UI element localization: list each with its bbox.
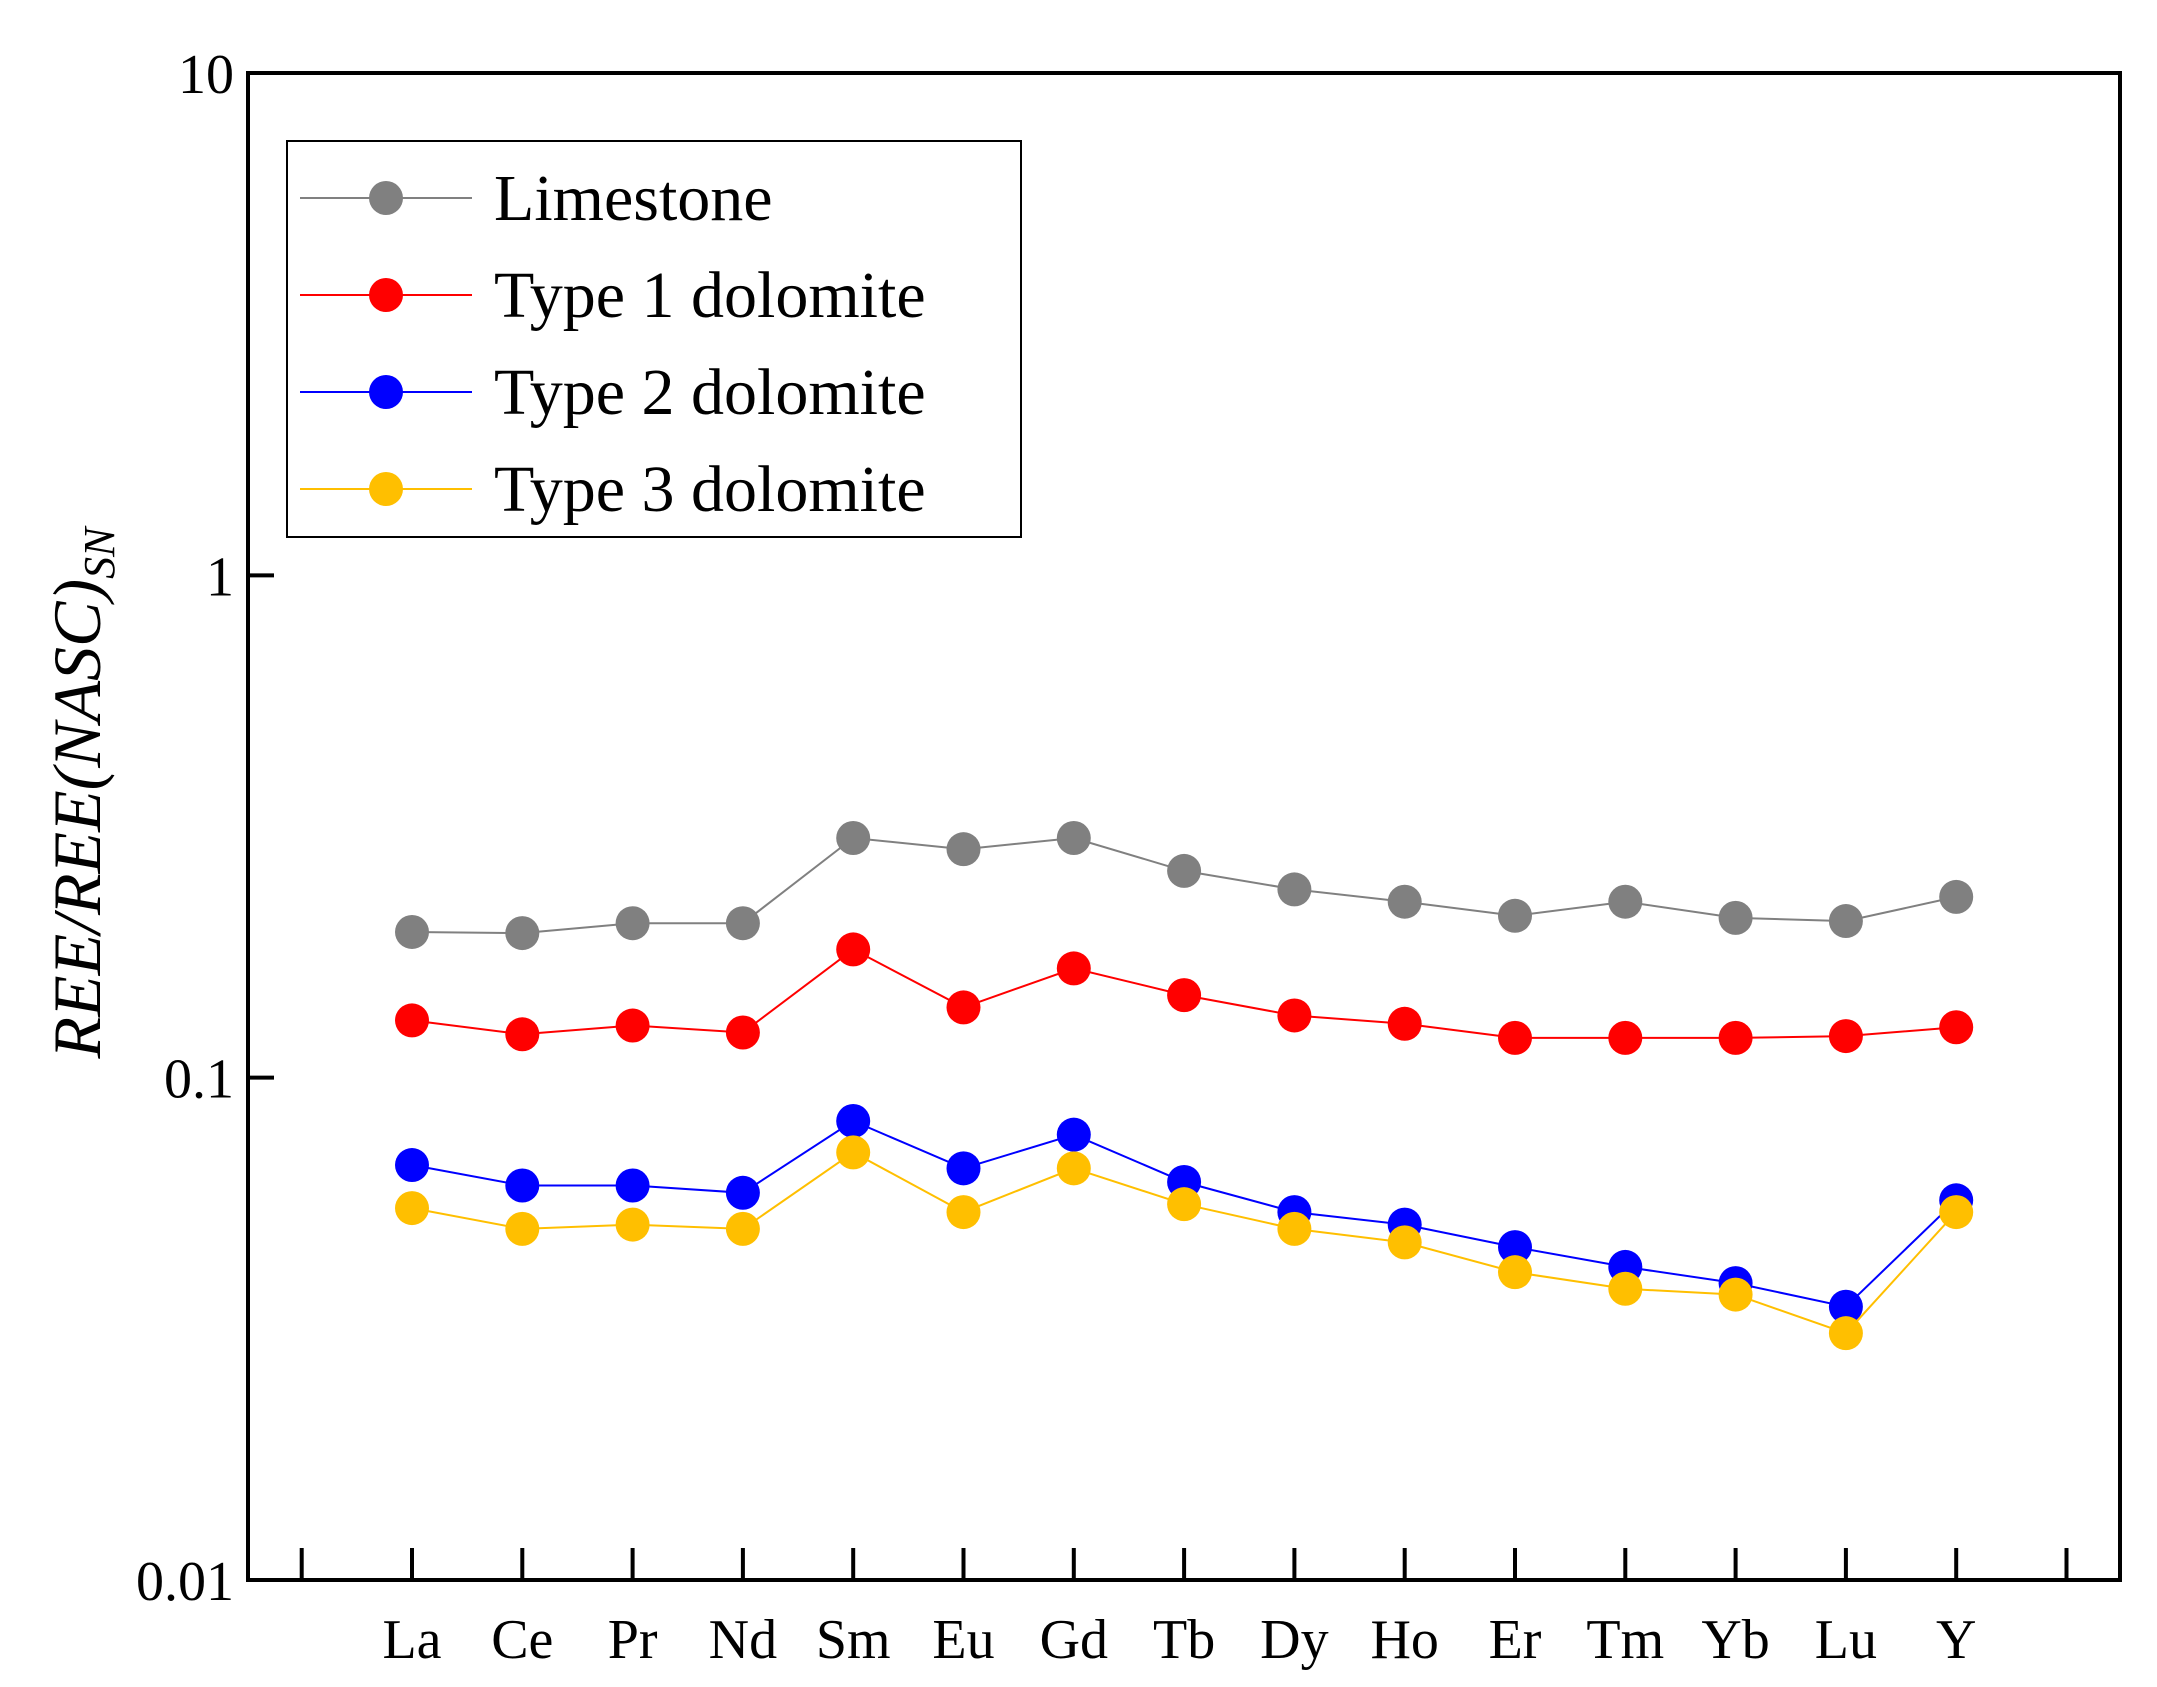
data-point [1718, 1020, 1753, 1055]
data-point [725, 1175, 760, 1210]
y-tick-label: 10 [178, 44, 234, 106]
data-point [505, 916, 540, 951]
series-layer [395, 820, 1974, 1351]
y-tick-label: 1 [206, 546, 234, 608]
data-point [1498, 1230, 1532, 1265]
data-point [836, 820, 871, 855]
legend-marker [369, 181, 403, 215]
data-point [1498, 898, 1532, 933]
legend-box [286, 140, 1022, 538]
data-point [946, 832, 981, 867]
legend-item: Type 2 dolomite [300, 356, 926, 429]
legend: Limestone Type 1 dolomite Type 2 dolomite T… [286, 140, 1022, 538]
y-axis-title-subscript: SN [75, 525, 124, 579]
data-point [1828, 1316, 1863, 1351]
legend-marker [369, 375, 403, 409]
data-point [1387, 1006, 1422, 1041]
x-tick-label: Er [1489, 1609, 1542, 1671]
data-point [1167, 1187, 1202, 1222]
data-point [836, 932, 871, 967]
data-point [1939, 1195, 1974, 1230]
axis-ticks-layer: 0.01 0.1 1 10 La Ce Pr Nd Sm Eu Gd Tb Dy Ho Er Tm Yb Lu Y [136, 44, 2069, 1671]
series-1 [395, 820, 1974, 951]
data-point [1167, 978, 1202, 1013]
data-point [836, 1103, 871, 1138]
data-point [395, 1003, 429, 1038]
data-point [1828, 1019, 1863, 1054]
data-point [725, 1015, 760, 1050]
data-point [1056, 1151, 1091, 1186]
data-point [1387, 1225, 1422, 1260]
x-tick-label: Sm [816, 1609, 891, 1671]
data-point [1056, 1117, 1091, 1152]
data-point [505, 1017, 540, 1052]
data-point [1277, 1211, 1312, 1246]
legend-label: Type 2 dolomite [494, 356, 926, 429]
data-point [1498, 1020, 1532, 1055]
data-point [615, 1207, 650, 1242]
data-point [946, 990, 981, 1025]
data-point [1828, 904, 1863, 939]
legend-item: Limestone [300, 162, 773, 235]
x-tick-label: Tm [1586, 1609, 1664, 1671]
series-4 [395, 1135, 1974, 1351]
legend-marker [369, 472, 403, 506]
x-tick-label: Pr [608, 1609, 658, 1671]
data-point [1828, 1289, 1863, 1324]
x-tick-label: Lu [1815, 1609, 1877, 1671]
data-point [615, 1168, 650, 1203]
data-point [725, 906, 760, 941]
x-tick-label: Dy [1260, 1609, 1328, 1671]
data-point [1498, 1255, 1532, 1290]
x-tick-label: Ce [491, 1609, 553, 1671]
data-point [836, 1135, 871, 1170]
x-tick-label: Eu [932, 1609, 994, 1671]
x-tick-label: Y [1936, 1609, 1976, 1671]
data-point [505, 1168, 540, 1203]
data-point [395, 914, 429, 949]
x-tick-label: La [382, 1609, 441, 1671]
data-point [946, 1195, 981, 1230]
data-point [1939, 1010, 1974, 1045]
series-3 [395, 1103, 1974, 1324]
data-point [725, 1211, 760, 1246]
data-point [1608, 884, 1643, 919]
y-axis-title-main: REE/REE(NASC) [39, 579, 115, 1060]
data-point [615, 1008, 650, 1043]
legend-label: Type 1 dolomite [494, 259, 926, 332]
data-point [395, 1148, 429, 1183]
x-tick-label: Nd [709, 1609, 777, 1671]
data-point [1167, 853, 1202, 888]
data-point [1939, 879, 1974, 914]
legend-marker [369, 278, 403, 312]
data-point [1056, 820, 1091, 855]
x-tick-label: Tb [1153, 1609, 1215, 1671]
legend-item: Type 3 dolomite [300, 453, 926, 526]
data-point [395, 1191, 429, 1226]
legend-item: Type 1 dolomite [300, 259, 926, 332]
data-point [615, 906, 650, 941]
x-tick-label: Gd [1040, 1609, 1108, 1671]
y-axis-title: REE/REE(NASC)SN [39, 525, 124, 1060]
data-point [505, 1211, 540, 1246]
legend-label: Limestone [494, 162, 773, 235]
data-point [1718, 1277, 1753, 1312]
data-point [1718, 900, 1753, 935]
legend-label: Type 3 dolomite [494, 453, 926, 526]
y-tick-label: 0.1 [164, 1049, 234, 1111]
data-point [946, 1151, 981, 1186]
x-tick-label: Ho [1370, 1609, 1438, 1671]
data-point [1056, 951, 1091, 986]
y-tick-label: 0.01 [136, 1551, 234, 1613]
data-point [1387, 884, 1422, 919]
data-point [1277, 872, 1312, 907]
data-point [1608, 1020, 1643, 1055]
data-point [1277, 998, 1312, 1033]
data-point [1608, 1271, 1643, 1306]
series-2 [395, 932, 1974, 1055]
x-tick-label: Yb [1701, 1609, 1769, 1671]
